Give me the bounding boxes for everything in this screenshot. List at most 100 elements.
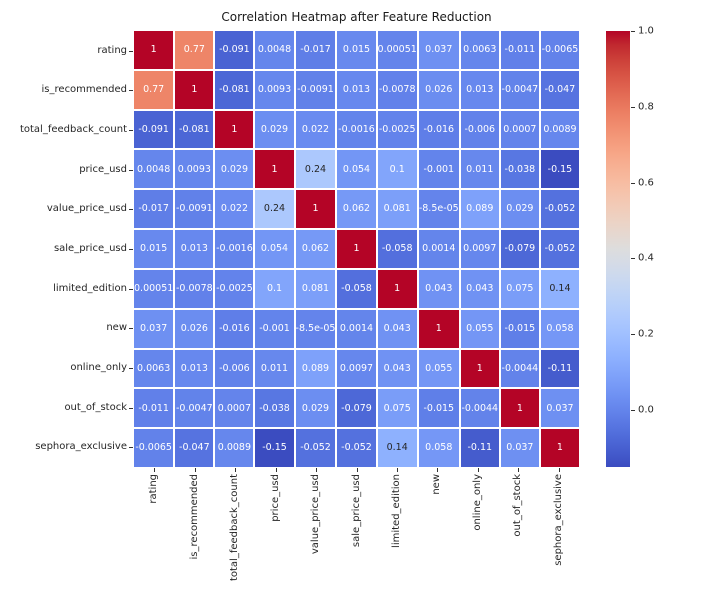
cell-price_usd-x-new: -0.001: [418, 150, 459, 189]
cell-total_feedback_count-x-price_usd: 0.029: [255, 110, 294, 149]
colorbar-tick-mark: [631, 334, 635, 336]
cell-out_of_stock-x-out_of_stock: 1: [500, 389, 539, 428]
cell-value_price_usd-x-rating: -0.017: [134, 190, 174, 229]
cell-limited_edition-x-sale_price_usd: -0.058: [337, 269, 376, 308]
cell-price_usd-x-rating: 0.0048: [134, 150, 174, 189]
cell-rating-x-sephora_exclusive: -0.0065: [540, 31, 579, 69]
chart-title: Correlation Heatmap after Feature Reduct…: [221, 10, 492, 24]
cell-out_of_stock-x-total_feedback_count: 0.0007: [215, 389, 254, 428]
colorbar-tick-mark: [631, 258, 635, 260]
x-tick-mark: [518, 468, 520, 472]
x-label-rating: rating: [148, 474, 160, 504]
cell-total_feedback_count-x-out_of_stock: 0.0007: [500, 110, 539, 149]
cell-sephora_exclusive-x-value_price_usd: -0.052: [295, 429, 336, 467]
cell-total_feedback_count-x-sephora_exclusive: 0.0089: [540, 110, 579, 149]
cell-is_recommended-x-price_usd: 0.0093: [255, 70, 294, 109]
cell-online_only-x-out_of_stock: -0.0044: [500, 349, 539, 388]
cell-limited_edition-x-price_usd: 0.1: [255, 269, 294, 308]
x-tick-mark: [316, 468, 318, 472]
cell-out_of_stock-x-online_only: -0.0044: [460, 389, 499, 428]
cell-sephora_exclusive-x-rating: -0.0065: [134, 429, 174, 467]
x-tick-mark: [194, 468, 196, 472]
cell-new-x-online_only: 0.055: [460, 309, 499, 348]
cell-is_recommended-x-out_of_stock: -0.0047: [500, 70, 539, 109]
x-tick-mark: [558, 468, 560, 472]
cell-total_feedback_count-x-sale_price_usd: -0.0016: [337, 110, 376, 149]
cell-new-x-value_price_usd: -8.5e-05: [295, 309, 336, 348]
y-tick-mark: [129, 328, 133, 330]
colorbar-tick-mark: [631, 106, 635, 108]
cell-sephora_exclusive-x-is_recommended: -0.047: [175, 429, 214, 467]
cell-total_feedback_count-x-limited_edition: -0.0025: [377, 110, 417, 149]
cell-out_of_stock-x-is_recommended: -0.0047: [175, 389, 214, 428]
y-label-limited_edition: limited_edition: [53, 282, 127, 294]
cell-price_usd-x-sephora_exclusive: -0.15: [540, 150, 579, 189]
cell-new-x-sephora_exclusive: 0.058: [540, 309, 579, 348]
y-label-total_feedback_count: total_feedback_count: [19, 124, 127, 136]
cell-limited_edition-x-online_only: 0.043: [460, 269, 499, 308]
cell-out_of_stock-x-sale_price_usd: -0.079: [337, 389, 376, 428]
cell-limited_edition-x-value_price_usd: 0.081: [295, 269, 336, 308]
cell-limited_edition-x-limited_edition: 1: [377, 269, 417, 308]
cell-value_price_usd-x-price_usd: 0.24: [255, 190, 294, 229]
cell-value_price_usd-x-total_feedback_count: 0.022: [215, 190, 254, 229]
cell-limited_edition-x-out_of_stock: 0.075: [500, 269, 539, 308]
cell-value_price_usd-x-sale_price_usd: 0.062: [337, 190, 376, 229]
cell-value_price_usd-x-new: -8.5e-05: [418, 190, 459, 229]
cell-sale_price_usd-x-price_usd: 0.054: [255, 230, 294, 268]
x-tick-mark: [396, 468, 398, 472]
cell-price_usd-x-is_recommended: 0.0093: [175, 150, 214, 189]
y-label-price_usd: price_usd: [79, 163, 127, 175]
cell-rating-x-limited_edition: 0.00051: [377, 31, 417, 69]
x-label-limited_edition: limited_edition: [390, 474, 402, 548]
cell-sephora_exclusive-x-sephora_exclusive: 1: [540, 429, 579, 467]
cell-rating-x-total_feedback_count: -0.091: [215, 31, 254, 69]
x-label-online_only: online_only: [471, 474, 483, 531]
cell-is_recommended-x-is_recommended: 1: [175, 70, 214, 109]
cell-online_only-x-limited_edition: 0.043: [377, 349, 417, 388]
x-label-is_recommended: is_recommended: [188, 474, 200, 560]
cell-sephora_exclusive-x-limited_edition: 0.14: [377, 429, 417, 467]
colorbar-tick-label-0.6: 0.6: [638, 177, 654, 189]
cell-value_price_usd-x-online_only: 0.089: [460, 190, 499, 229]
cell-online_only-x-is_recommended: 0.013: [175, 349, 214, 388]
cell-new-x-is_recommended: 0.026: [175, 309, 214, 348]
cell-price_usd-x-online_only: 0.011: [460, 150, 499, 189]
cell-total_feedback_count-x-new: -0.016: [418, 110, 459, 149]
cell-online_only-x-price_usd: 0.011: [255, 349, 294, 388]
cell-is_recommended-x-total_feedback_count: -0.081: [215, 70, 254, 109]
cell-value_price_usd-x-limited_edition: 0.081: [377, 190, 417, 229]
x-tick-mark: [437, 468, 439, 472]
x-tick-mark: [356, 468, 358, 472]
colorbar-tick-mark: [631, 410, 635, 412]
y-label-value_price_usd: value_price_usd: [46, 203, 127, 215]
cell-online_only-x-online_only: 1: [460, 349, 499, 388]
cell-sale_price_usd-x-is_recommended: 0.013: [175, 230, 214, 268]
cell-new-x-limited_edition: 0.043: [377, 309, 417, 348]
cell-price_usd-x-value_price_usd: 0.24: [295, 150, 336, 189]
cell-online_only-x-rating: 0.0063: [134, 349, 174, 388]
x-tick-mark: [477, 468, 479, 472]
cell-sephora_exclusive-x-total_feedback_count: 0.0089: [215, 429, 254, 467]
cell-sale_price_usd-x-value_price_usd: 0.062: [295, 230, 336, 268]
cell-sale_price_usd-x-rating: 0.015: [134, 230, 174, 268]
x-label-total_feedback_count: total_feedback_count: [229, 474, 241, 582]
cell-new-x-total_feedback_count: -0.016: [215, 309, 254, 348]
cell-limited_edition-x-is_recommended: -0.0078: [175, 269, 214, 308]
cell-value_price_usd-x-value_price_usd: 1: [295, 190, 336, 229]
cell-online_only-x-sale_price_usd: 0.0097: [337, 349, 376, 388]
cell-limited_edition-x-rating: 0.00051: [134, 269, 174, 308]
cell-out_of_stock-x-limited_edition: 0.075: [377, 389, 417, 428]
cell-price_usd-x-price_usd: 1: [255, 150, 294, 189]
y-tick-mark: [129, 249, 133, 250]
cell-total_feedback_count-x-value_price_usd: 0.022: [295, 110, 336, 149]
cell-sephora_exclusive-x-online_only: -0.11: [460, 429, 499, 467]
y-label-out_of_stock: out_of_stock: [64, 401, 127, 413]
cell-value_price_usd-x-sephora_exclusive: -0.052: [540, 190, 579, 229]
cell-total_feedback_count-x-online_only: -0.006: [460, 110, 499, 149]
cell-rating-x-new: 0.037: [418, 31, 459, 69]
colorbar-tick-label-1.0: 1.0: [638, 25, 654, 37]
cell-sale_price_usd-x-limited_edition: -0.058: [377, 230, 417, 268]
cell-total_feedback_count-x-is_recommended: -0.081: [175, 110, 214, 149]
x-label-new: new: [431, 474, 443, 495]
